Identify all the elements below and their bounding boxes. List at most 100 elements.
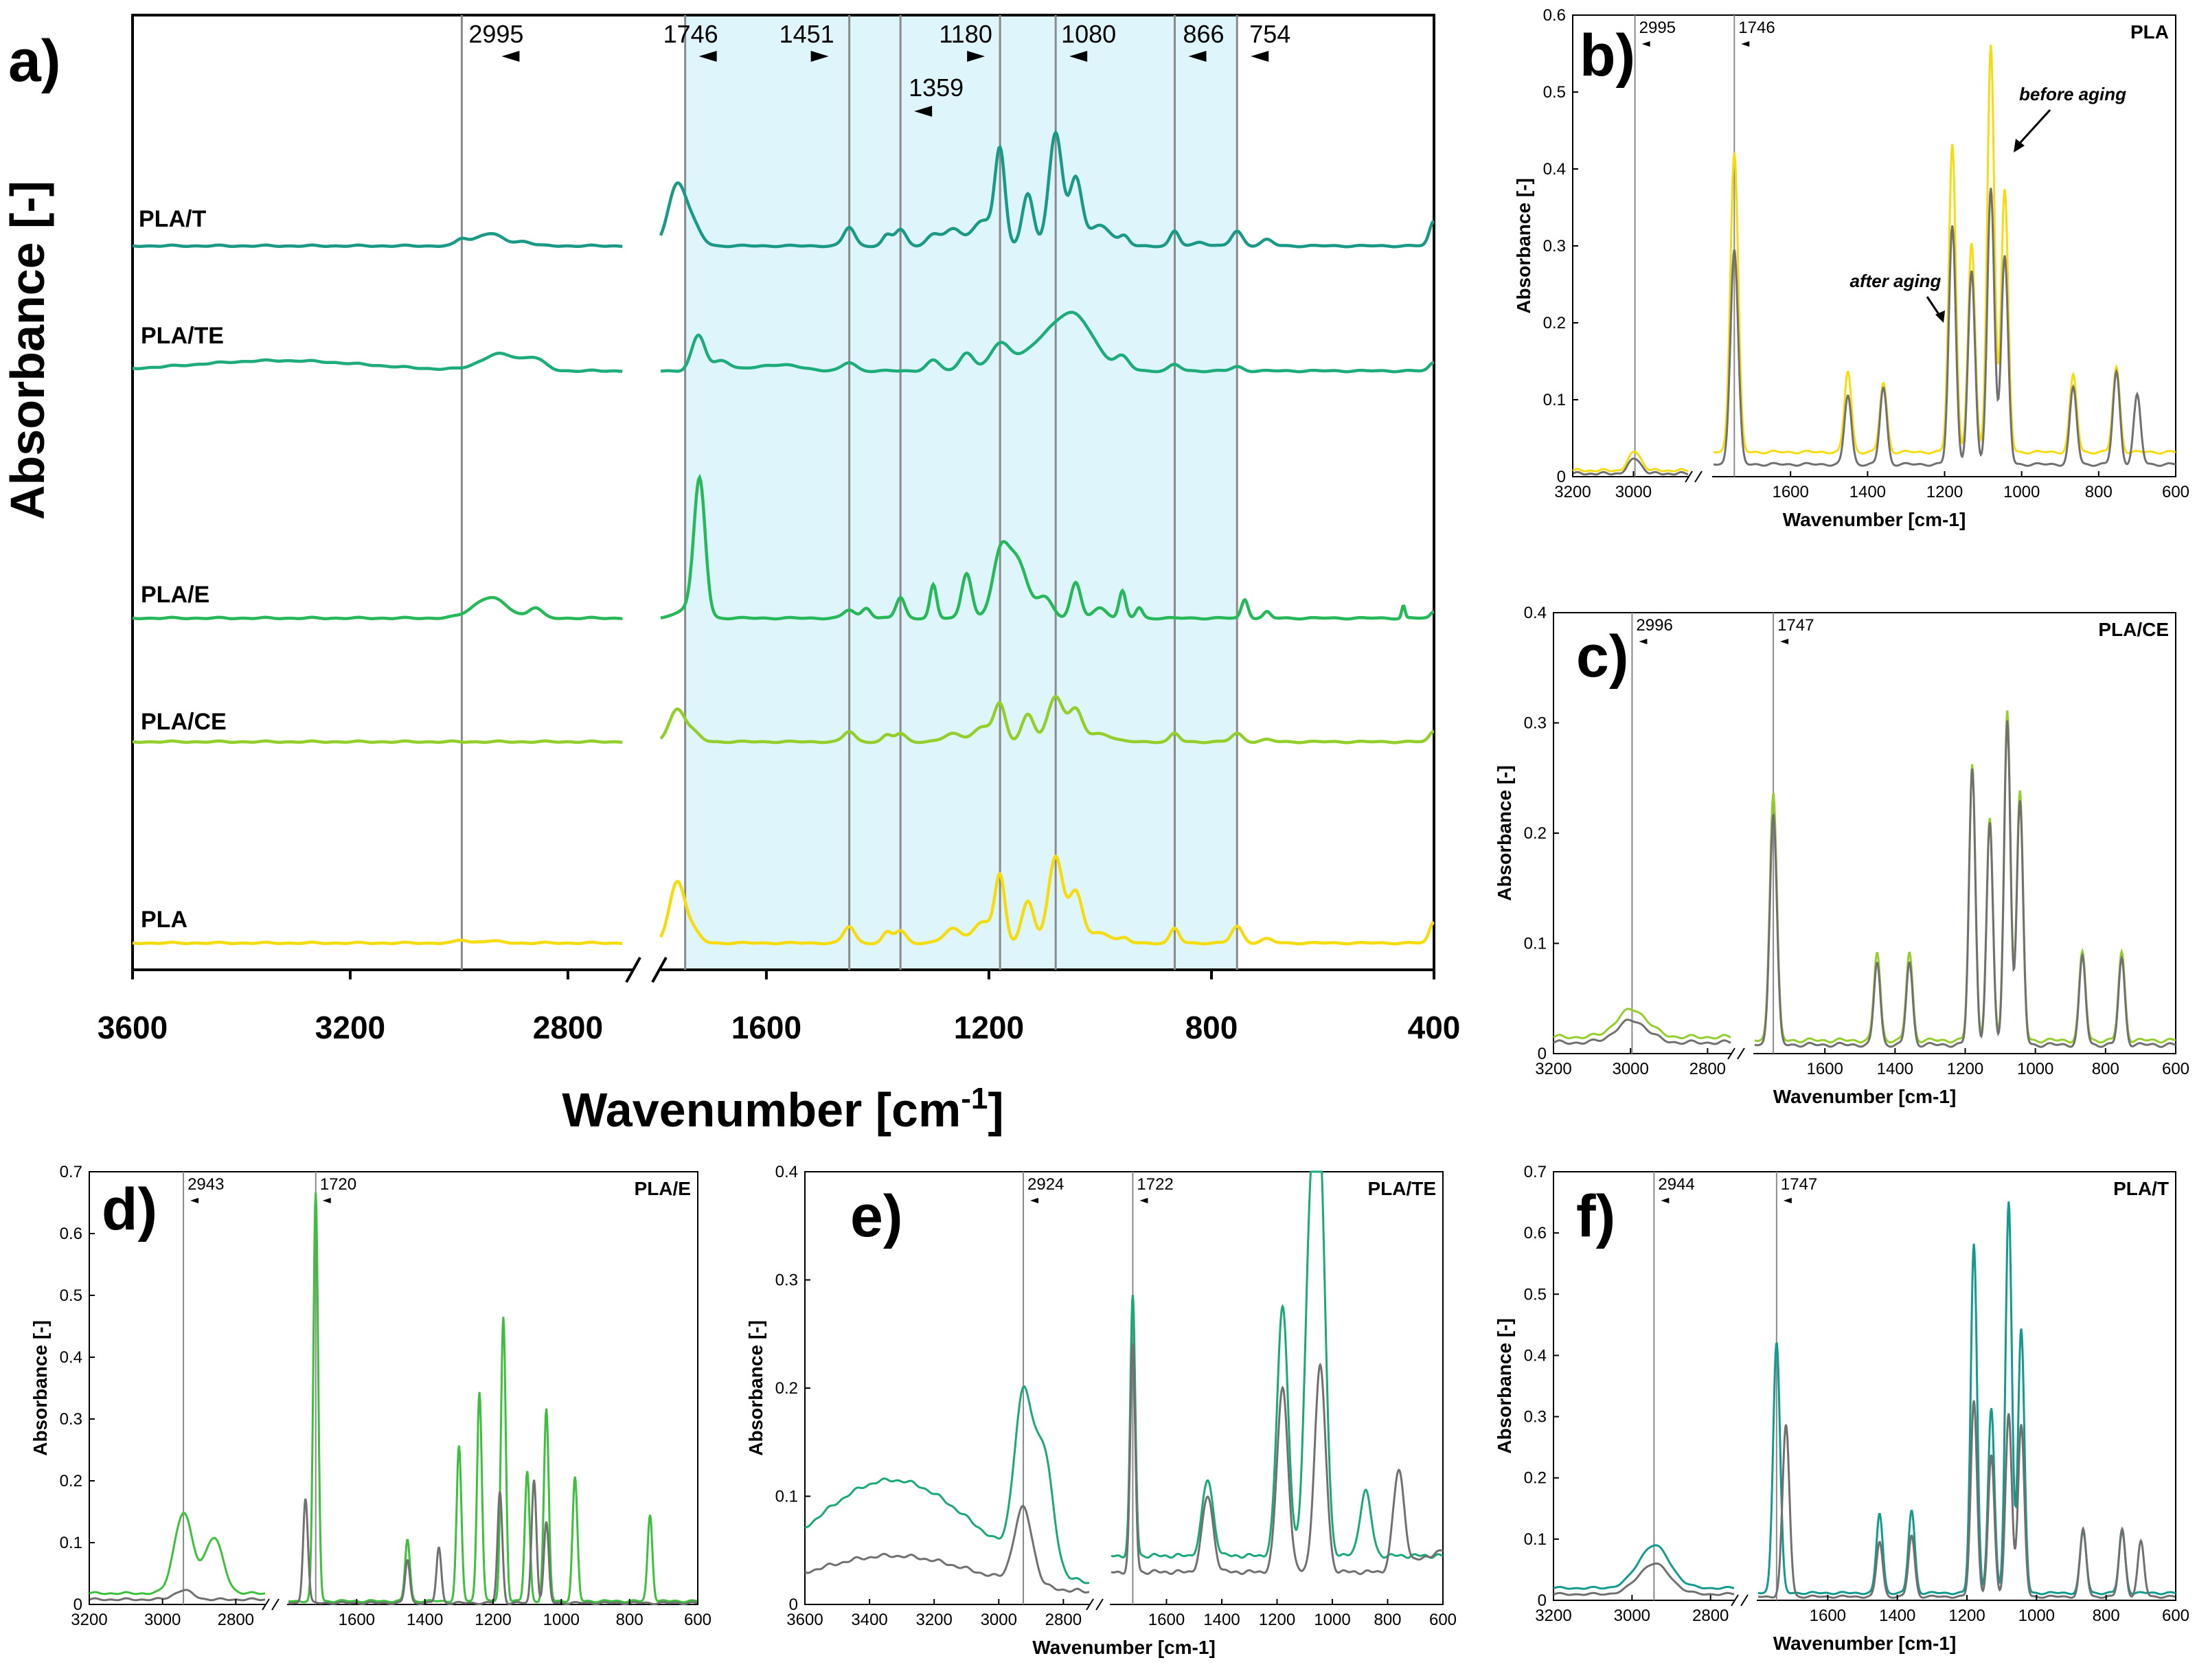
y-tick-label: 0 (73, 1596, 82, 1614)
x-tick-label: 2800 (1689, 1060, 1726, 1078)
panel-title: PLA/CE (2098, 619, 2169, 640)
y-tick-label: 0.3 (1543, 237, 1566, 256)
axis-break-slash (1694, 470, 1703, 483)
spectrum-line-pla (659, 854, 1435, 946)
y-tick-label: 0.1 (60, 1534, 82, 1552)
plot-frame (131, 14, 1435, 971)
x-tick-label: 1600 (1772, 483, 1808, 501)
peak-label: 1722 (1137, 1175, 1173, 1194)
y-tick-label: 0.4 (1524, 604, 1547, 622)
x-tick-label: 3200 (1535, 1060, 1571, 1078)
x-tick-label: 1400 (1877, 1060, 1913, 1078)
y-tick-label: 0.3 (60, 1410, 82, 1429)
annotation-before-aging: before aging (2019, 84, 2126, 104)
panel-title: PLA/TE (1367, 1178, 1436, 1199)
x-tick-label: 1600 (1810, 1607, 1846, 1625)
x-tick-label: 1200 (475, 1611, 511, 1629)
spectrum-line-after (1757, 1400, 2176, 1599)
panel-title: PLA (2130, 21, 2169, 43)
x-tick-label: 1000 (1314, 1611, 1350, 1629)
x-axis-label: Wavenumber [cm-1] (1773, 1086, 1957, 1107)
peak-arrow (1139, 1198, 1148, 1203)
peak-arrow (1188, 51, 1207, 62)
spectrum-line-pla-ce (132, 739, 623, 745)
y-tick-label: 0 (789, 1596, 798, 1614)
spectrum-line-before (1713, 45, 2176, 455)
annotation-arrowhead (1935, 310, 1945, 323)
axis-break-slash (651, 957, 668, 983)
x-tick-label: 3000 (1614, 1607, 1650, 1625)
x-tick-label: 1000 (2018, 1607, 2055, 1625)
x-tick-label: 1200 (954, 1010, 1024, 1045)
y-tick-label: 0.5 (1524, 1285, 1547, 1304)
y-tick-label: 0.2 (775, 1379, 798, 1398)
x-tick-label: 3200 (915, 1611, 952, 1629)
y-tick-label: 0.3 (1524, 1408, 1547, 1427)
axis-break-slash (1737, 1047, 1745, 1060)
y-tick-label: 0.4 (1543, 160, 1566, 179)
x-tick-label: 3000 (981, 1611, 1017, 1629)
peak-arrow (1783, 1198, 1792, 1203)
panel-title: PLA/T (2113, 1178, 2169, 1199)
x-tick-label: 800 (2093, 1607, 2120, 1625)
x-tick-label: 3600 (98, 1010, 168, 1045)
panel-a: 2995 1746 1451 1359 1180 1080 866 754 PLA/T PLA/T… (1, 14, 1461, 1137)
spectrum-line-pla-ce (659, 694, 1435, 745)
y-tick-label: 0.3 (775, 1271, 798, 1290)
x-tick-label: 3200 (1535, 1607, 1571, 1625)
panel-f: 2944 1747 0 0.1 0.2 0.3 0.4 0.5 0.6 0.7 3200 3000 28… (1494, 1163, 2189, 1654)
panel-letter: e) (850, 1183, 902, 1249)
y-tick-label: 0.5 (1543, 83, 1566, 102)
axis-break-gap (1732, 1052, 1753, 1056)
y-tick-label: 0.1 (1524, 935, 1547, 953)
spectrum-line-pla-t (659, 130, 1435, 249)
panel-title: PLA/E (635, 1178, 691, 1199)
annotation-arrow (2014, 109, 2051, 149)
x-axis-label: Wavenumber [cm-1] (1783, 509, 1966, 530)
peak-arrow (501, 51, 520, 62)
peak-arrow (322, 1198, 331, 1203)
peak-label: 1080 (1061, 20, 1116, 48)
spectrum-line-before (288, 1192, 698, 1604)
panel-c: 2996 1747 0 0.1 0.2 0.3 0.4 3200 3000 2800 1600 140… (1494, 604, 2189, 1107)
plot-frame (1553, 612, 2176, 1054)
x-tick-label: 3400 (851, 1611, 887, 1629)
axis-break-gap (266, 1602, 287, 1607)
y-tick-label: 0.4 (775, 1163, 798, 1181)
x-tick-label: 1600 (1148, 1611, 1185, 1629)
y-tick-label: 0.6 (60, 1225, 82, 1243)
y-tick-label: 0 (1557, 468, 1566, 486)
spectrum-line-pla-e (660, 473, 1435, 621)
x-tick-label: 2800 (1692, 1607, 1729, 1625)
peak-arrow (698, 51, 717, 62)
peak-label: 754 (1249, 20, 1290, 48)
spectrum-line-before (1553, 1008, 1731, 1040)
annotation-after-aging: after aging (1850, 271, 1942, 291)
y-axis-label: Absorbance [-] (1494, 1318, 1515, 1454)
axis-break-gap (1689, 475, 1712, 479)
spectrum-line-after (804, 1504, 1090, 1594)
x-tick-label: 400 (1408, 1010, 1461, 1045)
peak-label: 1747 (1781, 1175, 1817, 1194)
peak-label: 1746 (663, 20, 718, 48)
x-tick-label: 600 (684, 1611, 712, 1629)
axis-break-slash (1740, 1594, 1749, 1607)
y-tick-label: 0.3 (1524, 714, 1547, 733)
y-tick-label: 0.1 (1543, 391, 1566, 409)
peak-label: 2944 (1658, 1175, 1694, 1194)
x-tick-label: 3000 (1615, 483, 1652, 501)
peak-label: 1746 (1738, 19, 1775, 37)
spectrum-line-before (1757, 1201, 2176, 1596)
peak-label: 2943 (187, 1175, 224, 1194)
spectrum-line-before (1754, 710, 2176, 1044)
peak-arrow (1780, 639, 1789, 644)
highlight-region (685, 15, 1238, 970)
peak-arrow (914, 106, 933, 117)
peak-arrow (810, 51, 829, 62)
spectrum-line-after (1553, 1019, 1731, 1045)
peak-label: 1720 (320, 1175, 356, 1194)
peak-label: 1180 (939, 20, 992, 48)
y-axis-label: Absorbance [-] (1, 181, 54, 520)
peak-label: 2924 (1027, 1175, 1064, 1194)
panel-letter: c) (1576, 624, 1628, 690)
